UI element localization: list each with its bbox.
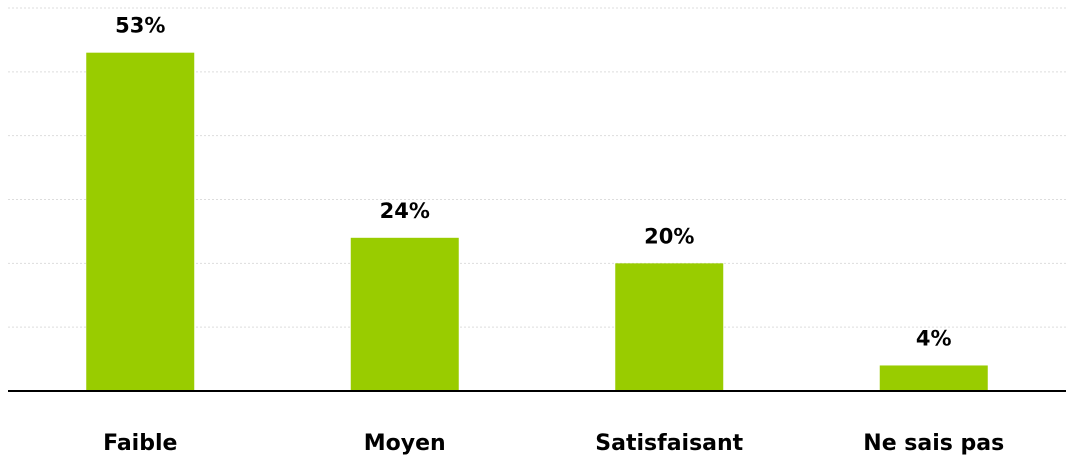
value-labels: 53% 24% 20% 4% [115, 14, 951, 351]
value-label: 4% [916, 326, 952, 350]
bar-moyen [350, 237, 459, 391]
value-label: 24% [380, 199, 430, 223]
value-label: 20% [644, 224, 694, 248]
category-label: Moyen [364, 431, 446, 456]
bar-ne-sais-pas [879, 365, 988, 391]
category-label: Ne sais pas [863, 431, 1004, 456]
bar-faible [86, 52, 195, 391]
category-label: Faible [103, 431, 177, 456]
category-labels: Faible Moyen Satisfaisant Ne sais pas [103, 431, 1004, 456]
value-label: 53% [115, 14, 165, 38]
bar-satisfaisant [615, 263, 724, 391]
category-label: Satisfaisant [595, 431, 743, 456]
bars [86, 52, 988, 391]
